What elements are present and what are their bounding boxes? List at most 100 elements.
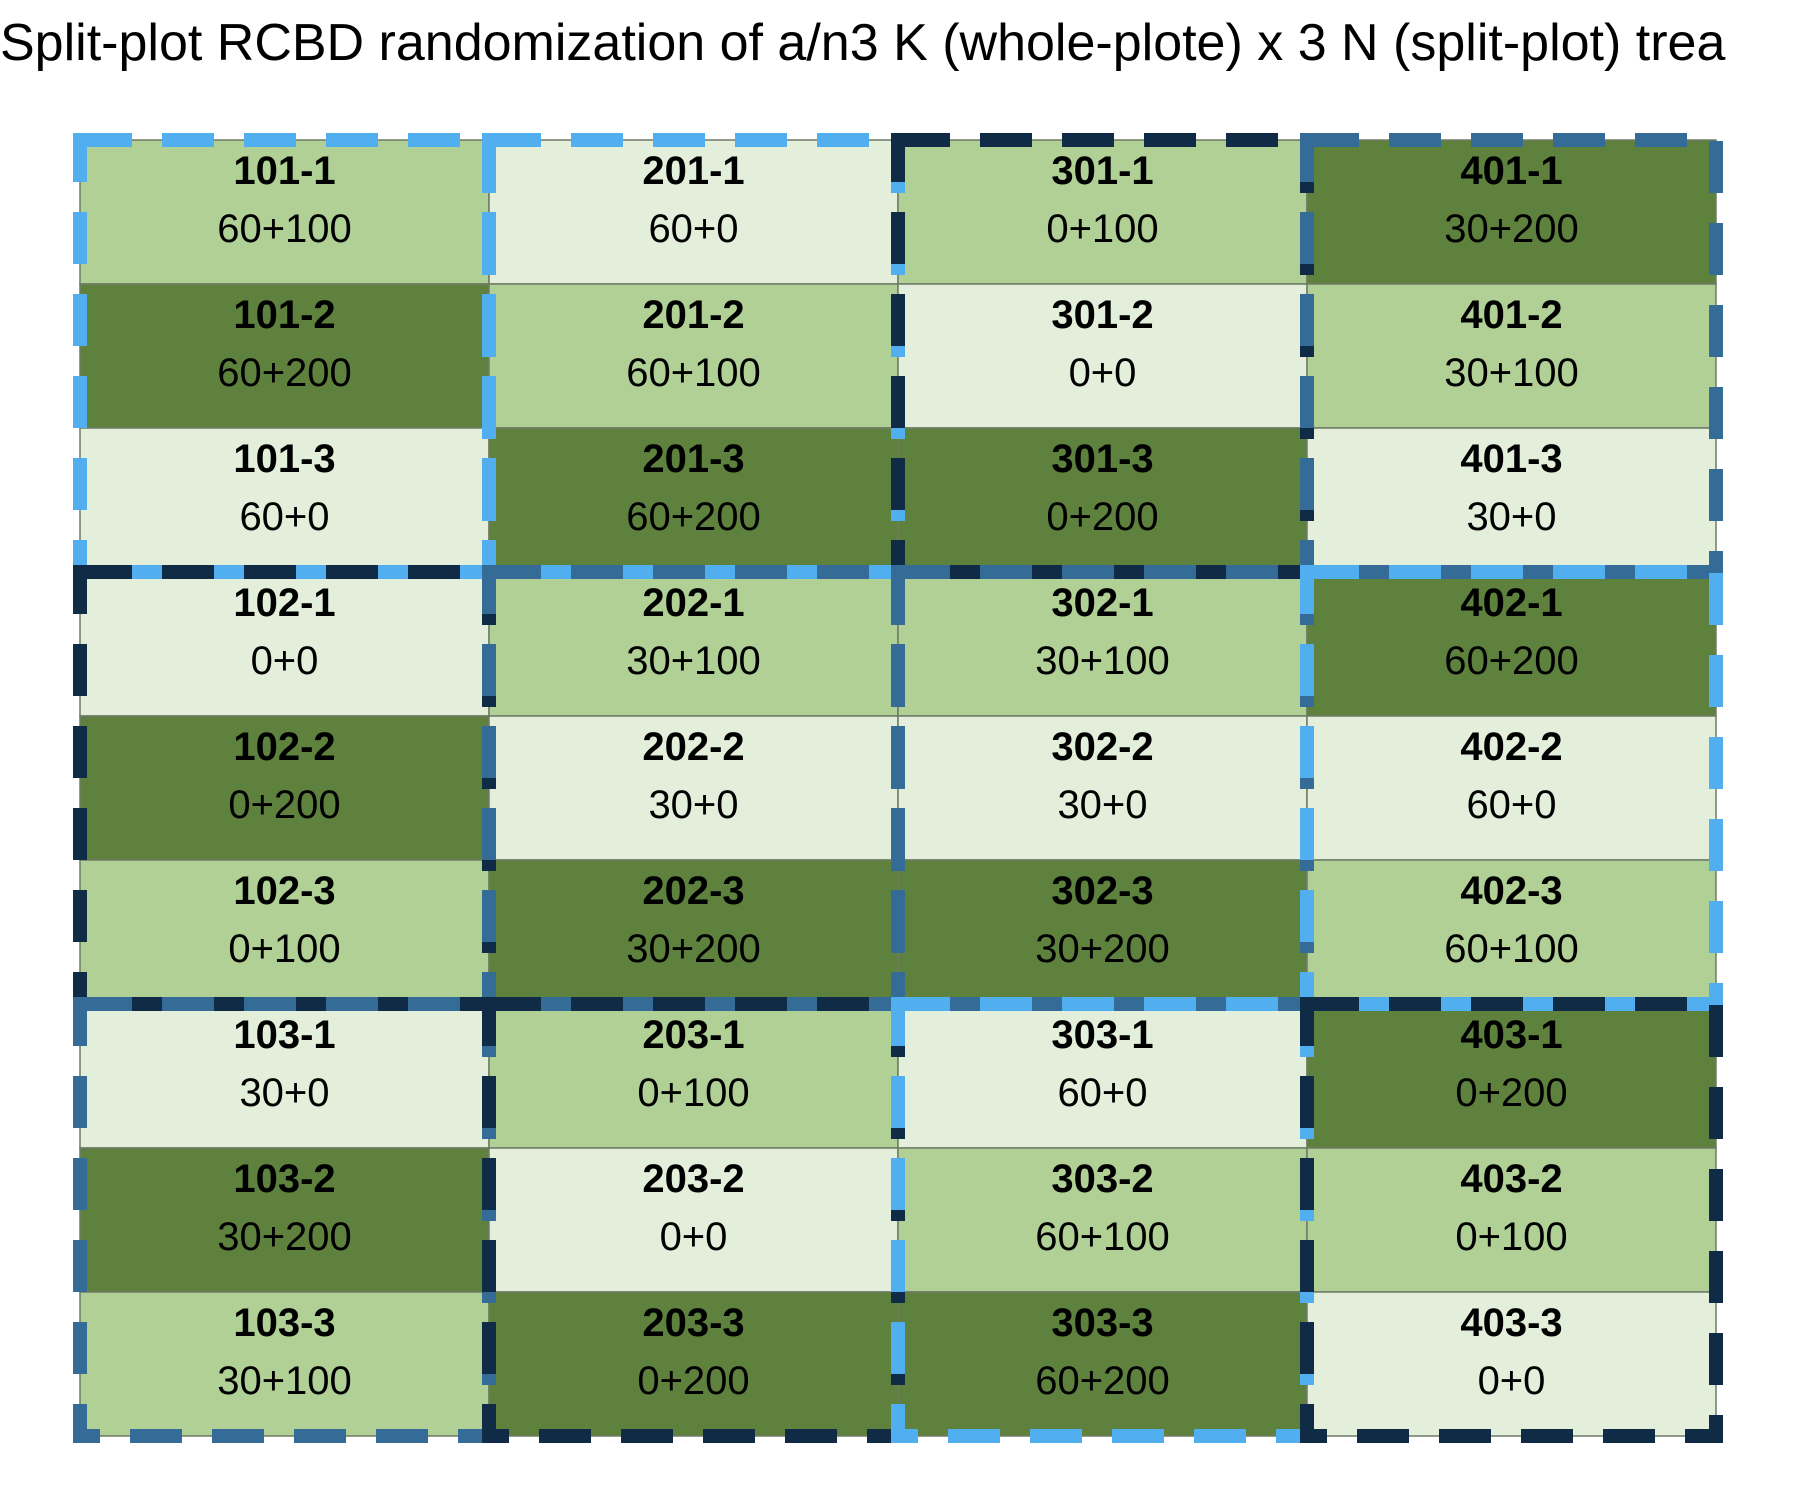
plot-cell-301-3: [897, 427, 1308, 573]
treatment-label: 60+200: [626, 495, 761, 539]
treatment-label: 60+200: [1035, 1359, 1170, 1403]
plot-id-label: 103-2: [233, 1157, 335, 1201]
plot-cell-201-3: [488, 427, 899, 573]
plot-id-label: 403-2: [1460, 1157, 1562, 1201]
treatment-label: 60+0: [1466, 783, 1556, 827]
plot-id-label: 201-2: [642, 293, 744, 337]
plot-cell-101-1: [79, 139, 490, 285]
whole-plot-border-302: [891, 565, 1314, 1011]
plot-cell-302-2: [897, 715, 1308, 861]
plot-id-label: 203-1: [642, 1013, 744, 1057]
whole-plot-border-202: [482, 565, 905, 1011]
plot-id-label: 101-1: [233, 149, 335, 193]
plot-cell-101-2: [79, 283, 490, 429]
whole-plot-border-303: [891, 997, 1314, 1443]
plot-id-label: 401-1: [1460, 149, 1562, 193]
plot-id-label: 402-2: [1460, 725, 1562, 769]
treatment-label: 0+0: [251, 639, 319, 683]
plot-cell-102-2: [79, 715, 490, 861]
treatment-label: 0+0: [660, 1215, 728, 1259]
plot-cell-403-1: [1306, 1003, 1717, 1149]
plot-cell-303-3: [897, 1291, 1308, 1437]
plot-cell-102-1: [79, 571, 490, 717]
plot-id-label: 402-3: [1460, 869, 1562, 913]
whole-plot-border-201: [482, 133, 905, 579]
treatment-label: 60+100: [217, 207, 352, 251]
plot-cell-203-3: [488, 1291, 899, 1437]
treatment-label: 30+200: [217, 1215, 352, 1259]
plot-id-label: 203-3: [642, 1301, 744, 1345]
plot-id-label: 201-1: [642, 149, 744, 193]
plot-id-label: 401-2: [1460, 293, 1562, 337]
plot-id-label: 202-3: [642, 869, 744, 913]
plot-id-label: 303-3: [1051, 1301, 1153, 1345]
treatment-label: 30+0: [1466, 495, 1556, 539]
plot-cell-403-3: [1306, 1291, 1717, 1437]
treatment-label: 30+0: [1057, 783, 1147, 827]
plot-cell-301-1: [897, 139, 1308, 285]
treatment-label: 60+200: [1444, 639, 1579, 683]
plot-id-label: 102-3: [233, 869, 335, 913]
plot-cell-202-2: [488, 715, 899, 861]
plot-id-label: 301-1: [1051, 149, 1153, 193]
plot-cell-101-3: [79, 427, 490, 573]
whole-plot-borders: [73, 133, 1723, 1443]
plot-id-label: 201-3: [642, 437, 744, 481]
plot-id-label: 102-2: [233, 725, 335, 769]
treatment-label: 30+200: [1444, 207, 1579, 251]
plot-id-label: 302-1: [1051, 581, 1153, 625]
treatment-label: 60+100: [1035, 1215, 1170, 1259]
whole-plot-border-402: [1300, 565, 1723, 1011]
treatment-label: 30+100: [1035, 639, 1170, 683]
plot-cell-203-2: [488, 1147, 899, 1293]
treatment-label: 30+100: [1444, 351, 1579, 395]
whole-plot-border-301: [891, 133, 1314, 579]
plot-id-label: 103-3: [233, 1301, 335, 1345]
plot-id-label: 303-2: [1051, 1157, 1153, 1201]
whole-plot-border-403: [1300, 997, 1723, 1443]
treatment-label: 0+100: [228, 927, 340, 971]
treatment-label: 30+200: [626, 927, 761, 971]
plot-cell-403-2: [1306, 1147, 1717, 1293]
treatment-label: 60+200: [217, 351, 352, 395]
treatment-label: 0+200: [637, 1359, 749, 1403]
plot-id-label: 301-2: [1051, 293, 1153, 337]
plot-id-label: 101-2: [233, 293, 335, 337]
treatment-label: 0+100: [637, 1071, 749, 1115]
treatment-label: 60+100: [1444, 927, 1579, 971]
treatment-label: 60+0: [1057, 1071, 1147, 1115]
figure-title: Split-plot RCBD randomization of a/n3 K …: [0, 14, 1725, 72]
plot-cell-103-2: [79, 1147, 490, 1293]
treatment-label: 0+100: [1046, 207, 1158, 251]
plot-id-label: 302-3: [1051, 869, 1153, 913]
treatment-label: 0+200: [1046, 495, 1158, 539]
whole-plot-border-102: [73, 565, 496, 1011]
treatment-label: 0+100: [1455, 1215, 1567, 1259]
plot-cell-402-1: [1306, 571, 1717, 717]
treatment-label: 30+0: [239, 1071, 329, 1115]
whole-plot-border-203: [482, 997, 905, 1443]
plot-id-label: 303-1: [1051, 1013, 1153, 1057]
plot-cell-301-2: [897, 283, 1308, 429]
plot-id-label: 402-1: [1460, 581, 1562, 625]
plot-cell-202-3: [488, 859, 899, 1005]
plot-id-label: 403-1: [1460, 1013, 1562, 1057]
plot-id-label: 101-3: [233, 437, 335, 481]
whole-plot-border-103: [73, 997, 496, 1443]
plot-id-label: 401-3: [1460, 437, 1562, 481]
plot-cell-401-2: [1306, 283, 1717, 429]
plot-id-label: 202-2: [642, 725, 744, 769]
treatment-label: 30+100: [217, 1359, 352, 1403]
treatment-label: 60+0: [239, 495, 329, 539]
whole-plot-border-101: [73, 133, 496, 579]
plot-cell-201-1: [488, 139, 899, 285]
plot-id-label: 102-1: [233, 581, 335, 625]
treatment-label: 30+0: [648, 783, 738, 827]
plot-id-label: 203-2: [642, 1157, 744, 1201]
treatment-label: 60+100: [626, 351, 761, 395]
plot-id-label: 403-3: [1460, 1301, 1562, 1345]
treatment-label: 0+0: [1478, 1359, 1546, 1403]
treatment-label: 30+100: [626, 639, 761, 683]
